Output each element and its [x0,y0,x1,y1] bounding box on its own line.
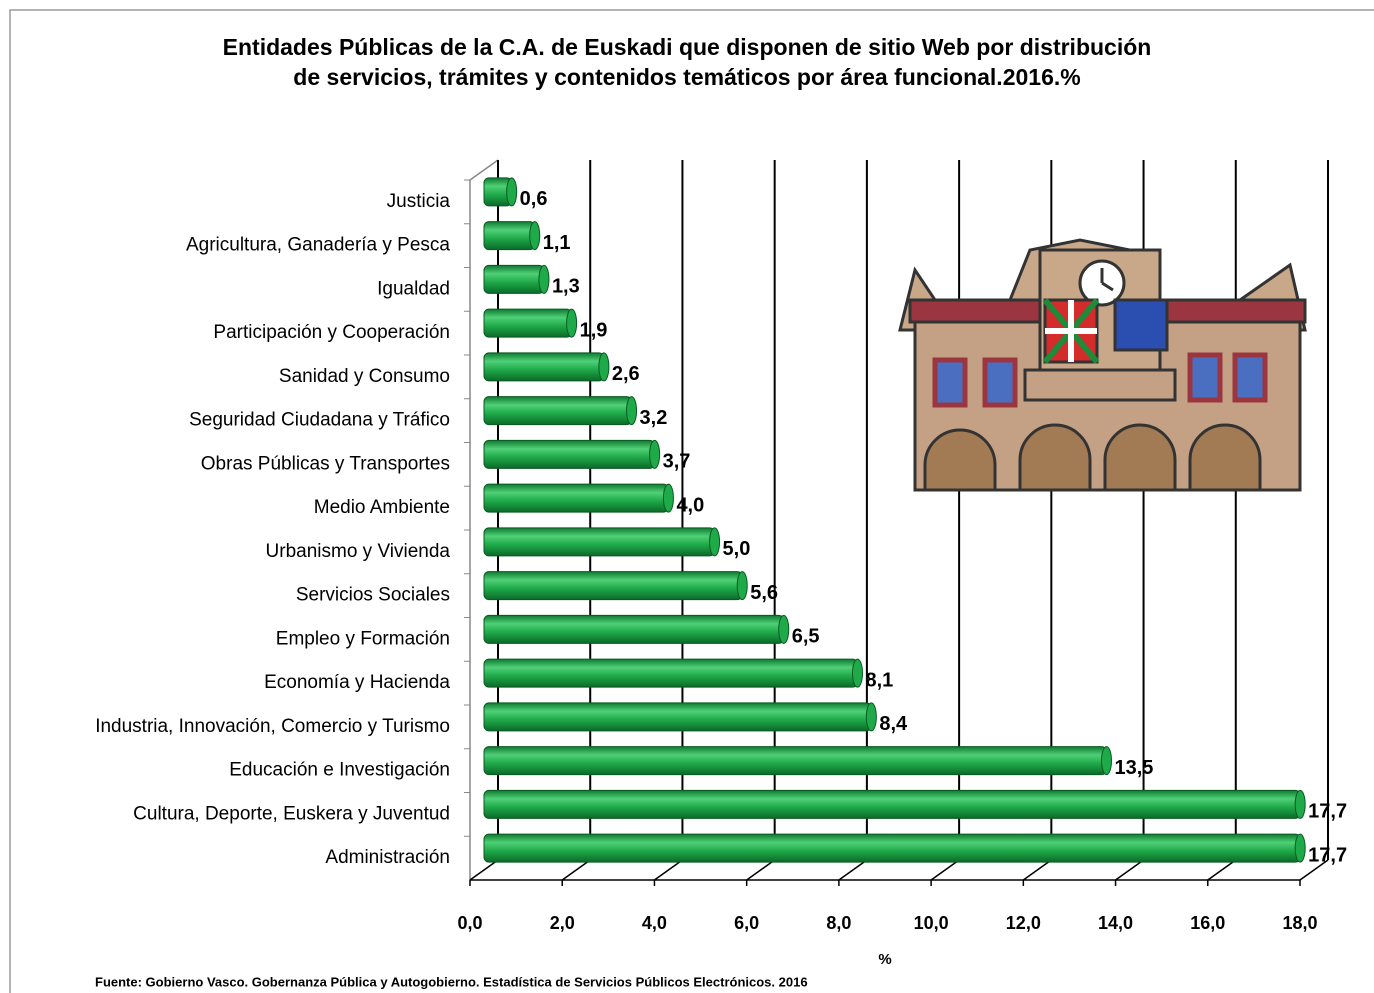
x-tick-label: 10,0 [914,913,949,933]
y-tick-label: Participación y Cooperación [213,322,450,343]
grid-line [654,860,682,880]
value-label: 17,7 [1308,801,1347,823]
value-label: 6,5 [792,626,820,648]
bar [484,615,784,643]
y-tick-label: Urbanismo y Vivienda [266,541,451,562]
x-tick-label: 12,0 [1006,913,1041,933]
x-tick-label: 2,0 [550,913,575,933]
window [935,360,965,405]
value-label: 1,3 [552,276,580,298]
chart-title: Entidades Públicas de la C.A. de Euskadi… [212,32,1162,92]
value-label: 13,5 [1115,757,1154,779]
grid-line [562,860,590,880]
grid-line [747,860,775,880]
value-label: 8,4 [879,713,908,735]
bar-cap [779,615,789,643]
bar [484,659,858,687]
grid-line [470,860,498,880]
bar-cap [530,222,540,250]
bar [484,834,1300,862]
bar-cap [567,309,577,337]
bar-cap [866,703,876,731]
value-label: 3,7 [663,451,691,473]
bar [484,265,544,293]
bar [484,309,572,337]
y-tick-label: Agricultura, Ganadería y Pesca [186,235,450,256]
x-tick-label: 8,0 [826,913,851,933]
value-label: 17,7 [1308,844,1347,866]
bar [484,703,871,731]
bar-cap [599,353,609,381]
y-tick-label: Industria, Innovación, Comercio y Turism… [95,716,450,737]
y-tick-label: Economía y Hacienda [264,672,450,693]
source: Fuente: Gobierno Vasco. Gobernanza Públi… [95,974,808,989]
y-tick-label: Empleo y Formación [276,628,450,649]
y-tick-label: Medio Ambiente [314,497,450,518]
window [1235,355,1265,400]
x-tick-label: 4,0 [642,913,667,933]
value-label: 8,1 [866,669,894,691]
value-label: 1,9 [580,319,608,341]
y-tick-label: Obras Públicas y Transportes [201,453,450,474]
value-label: 2,6 [612,363,640,385]
x-tick-label: 0,0 [457,913,482,933]
building-illustration [900,240,1305,490]
y-tick-label: Igualdad [377,278,450,299]
bar-cap [1102,747,1112,775]
bar [484,572,742,600]
bar [484,790,1300,818]
arch [1020,425,1090,490]
grid-line [839,860,867,880]
value-label: 1,1 [543,232,571,254]
chart: % Fuente: Gobierno Vasco. Gobernanza Púb… [0,0,1374,993]
bar [484,528,715,556]
x-tick-label: 18,0 [1282,913,1317,933]
bar-cap [1295,790,1305,818]
window [985,360,1015,405]
y-tick-label: Seguridad Ciudadana y Tráfico [189,410,450,431]
bar-cap [539,265,549,293]
flag-eu [1115,300,1167,350]
bar [484,353,604,381]
bar-cap [853,659,863,687]
y-tick-label: Justicia [387,191,451,212]
grid-line [931,860,959,880]
value-label: 4,0 [676,494,704,516]
arch [1190,425,1260,490]
bar-cap [710,528,720,556]
y-tick-label: Cultura, Deporte, Euskera y Juventud [133,803,450,824]
bar-cap [627,397,637,425]
value-label: 5,6 [750,582,778,604]
window [1190,355,1220,400]
value-label: 5,0 [723,538,751,560]
x-tick-label: 16,0 [1190,913,1225,933]
y-tick-label: Servicios Sociales [296,585,450,606]
arch [1105,425,1175,490]
bar-cap [650,440,660,468]
grid-line [1208,860,1236,880]
y-tick-label: Administración [325,847,450,868]
x-tick-label: 6,0 [734,913,759,933]
bar [484,484,668,512]
bar-cap [663,484,673,512]
x-tick-label: 14,0 [1098,913,1133,933]
grid-line [1023,860,1051,880]
page: % Fuente: Gobierno Vasco. Gobernanza Púb… [0,0,1374,993]
bar-cap [507,178,517,206]
bar [484,397,632,425]
arch [925,430,995,490]
balcony [1025,370,1175,400]
bar [484,440,655,468]
y-tick-label: Sanidad y Consumo [279,366,450,387]
value-label: 0,6 [520,188,548,210]
bar-cap [737,572,747,600]
value-label: 3,2 [640,407,668,429]
bar [484,747,1107,775]
bar [484,222,535,250]
x-axis-label: % [878,951,891,968]
grid-line [1116,860,1144,880]
y-tick-label: Educación e Investigación [229,760,450,781]
bar-cap [1295,834,1305,862]
axis-line [470,160,498,180]
